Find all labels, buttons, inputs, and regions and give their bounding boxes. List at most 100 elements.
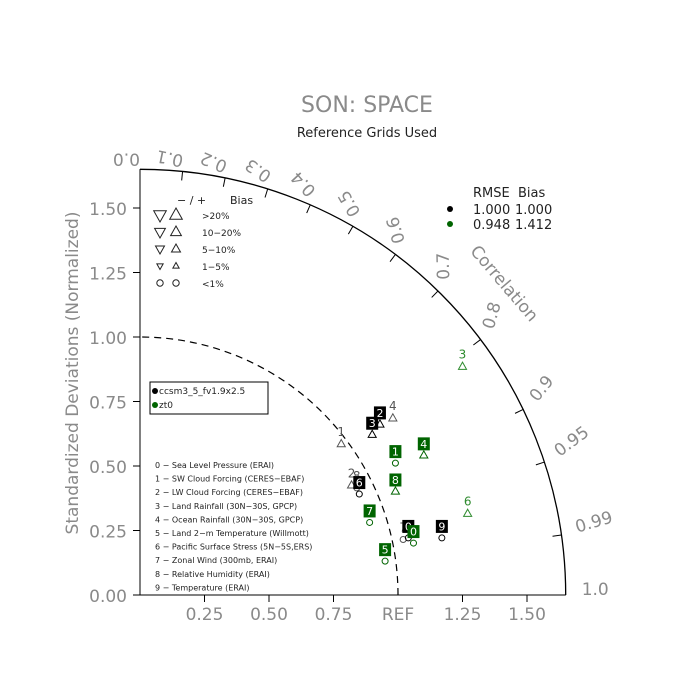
rmse-legend-title: RMSE — [473, 186, 510, 201]
x-tick-label: 0.50 — [250, 605, 288, 625]
corr-tick — [181, 171, 184, 181]
variable-legend-item: 1 − SW Cloud Forcing (CERES−EBAF) — [155, 475, 304, 484]
chart-subtitle: Reference Grids Used — [297, 126, 437, 141]
variable-legend-item: 4 − Ocean Rainfall (30N−30S, GPCP) — [155, 515, 303, 524]
bias-legend-label: 5−10% — [202, 246, 236, 256]
corr-tick — [222, 177, 226, 187]
data-label-box — [366, 416, 379, 430]
case-legend-label: ccsm3_5_fv1.9x2.5 — [159, 387, 245, 397]
corr-tick-label: 0.1 — [155, 145, 185, 170]
corr-tick-label: 0.95 — [551, 423, 593, 462]
bias-legend-neg-marker — [155, 263, 165, 271]
bias-legend-label: >20% — [202, 212, 230, 222]
bias-legend-title: Bias — [230, 194, 253, 207]
variable-legend-item: 7 − Zonal Wind (300mb, ERAI) — [155, 556, 277, 565]
bias-legend-pos-marker — [171, 261, 181, 269]
data-marker — [462, 508, 473, 517]
corr-tick-label: 0.6 — [383, 214, 410, 246]
corr-tick-label: 0.5 — [334, 187, 365, 220]
data-marker — [438, 534, 446, 542]
case-legend-box — [149, 381, 269, 415]
corr-tick-label: 0.3 — [242, 154, 276, 186]
y-tick-label: 1.00 — [89, 329, 127, 349]
y-tick-label: 1.50 — [89, 200, 127, 220]
case-legend-dot — [152, 388, 158, 394]
rmse-legend-dot — [447, 206, 453, 212]
data-marker — [336, 438, 347, 448]
variable-legend-item: 6 − Pacific Surface Stress (5N−5S,ERS) — [155, 543, 312, 552]
corr-tick — [264, 188, 269, 198]
rmse-legend-bias: 1.000 — [515, 203, 552, 218]
rmse-legend-dot — [447, 221, 453, 227]
corr-tick-label: 0.99 — [573, 508, 615, 538]
variable-legend-item: 9 − Temperature (ERAI) — [155, 583, 249, 592]
corr-tick-label: 0.8 — [479, 300, 506, 332]
data-label: 4 — [389, 399, 397, 413]
corr-tick-label: 1.0 — [582, 580, 609, 600]
variable-legend-item: 8 − Relative Humidity (ERAI) — [155, 570, 270, 579]
data-marker — [457, 361, 468, 370]
data-label-box — [373, 406, 386, 420]
rmse-legend-rmse: 1.000 — [473, 203, 510, 218]
case-legend-dot — [152, 402, 158, 408]
data-label: 1 — [337, 425, 345, 439]
y-tick-label: 0.75 — [89, 394, 127, 414]
bias-legend-label: 10−20% — [202, 229, 241, 239]
data-marker — [381, 557, 389, 565]
corr-tick-label: 0.4 — [287, 167, 320, 200]
corr-tick — [389, 254, 396, 262]
bias-legend-label: 1−5% — [202, 263, 230, 273]
bias-legend-pos-marker — [169, 224, 183, 237]
data-label: 5 — [382, 544, 389, 557]
corr-tick-label: 0.2 — [198, 147, 231, 176]
y-tick-label: 0.00 — [89, 587, 127, 607]
rmse-legend-rmse: 0.948 — [473, 218, 510, 233]
variable-legend-item: 3 − Land Rainfall (30N−30S, GPCP) — [155, 502, 297, 511]
data-label: 1 — [392, 446, 399, 459]
data-label: 6 — [356, 477, 363, 490]
data-marker — [391, 459, 399, 467]
ref-label: REF — [382, 605, 414, 625]
bias-legend-title-right: Bias — [518, 186, 545, 201]
data-label: 2 — [348, 466, 356, 480]
data-label: 7 — [366, 505, 373, 518]
corr-tick — [514, 408, 524, 414]
outer-arc — [139, 168, 567, 596]
data-marker — [367, 429, 378, 438]
bias-legend-pos-marker — [170, 242, 182, 253]
data-label-box — [407, 525, 420, 539]
data-marker — [418, 449, 429, 459]
data-marker — [409, 539, 417, 547]
data-label: 3 — [369, 417, 376, 430]
bias-legend-neg-marker — [154, 245, 166, 256]
data-label: 6 — [464, 495, 472, 509]
corr-tick — [535, 461, 545, 466]
y-tick-label: 0.25 — [89, 523, 127, 543]
y-tick-label: 1.25 — [89, 265, 127, 285]
data-label: 8 — [353, 469, 361, 483]
bias-legend-signs: − / + — [177, 194, 206, 207]
data-label-box — [379, 543, 392, 557]
data-label: 3 — [459, 348, 467, 362]
corr-tick-label: 0.9 — [526, 372, 558, 406]
bias-legend-label: <1% — [202, 280, 224, 290]
y-axis-label: Standardized Deviations (Normalized) — [63, 212, 83, 535]
chart-title: SON: SPACE — [301, 93, 433, 118]
variable-legend-item: 0 − Sea Level Pressure (ERAI) — [155, 461, 274, 470]
x-tick-label: 0.75 — [315, 605, 353, 625]
x-tick-label: 0.25 — [186, 605, 224, 625]
corr-tick — [347, 226, 354, 235]
data-label: 4 — [420, 438, 427, 451]
x-tick-label: 1.50 — [508, 605, 546, 625]
data-label-box — [435, 519, 448, 533]
bias-legend-neg-marker — [156, 279, 164, 287]
corr-tick-label: 0.0 — [113, 148, 140, 168]
data-label-box — [389, 473, 402, 487]
rmse-legend-bias: 1.412 — [515, 218, 552, 233]
data-label-box — [389, 445, 402, 459]
variable-legend-item: 5 − Land 2−m Temperature (Willmott) — [155, 529, 309, 538]
data-marker — [387, 412, 398, 422]
y-tick-label: 0.50 — [89, 458, 127, 478]
